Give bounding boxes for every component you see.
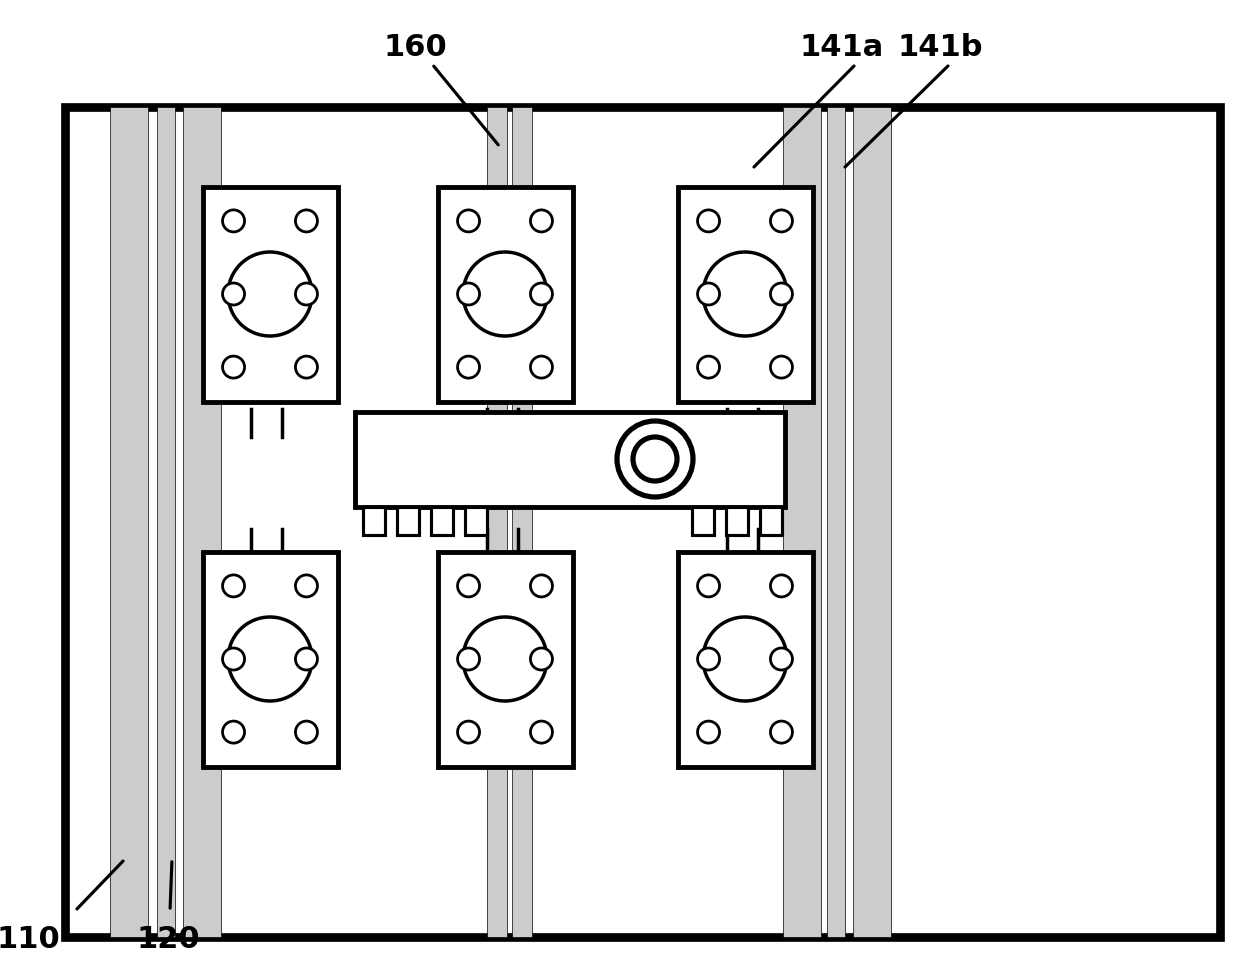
Ellipse shape <box>295 649 317 670</box>
Ellipse shape <box>632 438 677 482</box>
Ellipse shape <box>531 649 553 670</box>
Ellipse shape <box>698 211 719 233</box>
Ellipse shape <box>698 575 719 597</box>
Bar <box>110 107 148 937</box>
Bar <box>782 107 821 937</box>
Ellipse shape <box>458 721 480 743</box>
Ellipse shape <box>295 357 317 379</box>
Ellipse shape <box>222 649 244 670</box>
Bar <box>692 507 714 535</box>
Bar <box>678 552 813 767</box>
Bar <box>760 507 782 535</box>
Ellipse shape <box>698 649 719 670</box>
Ellipse shape <box>458 575 480 597</box>
Ellipse shape <box>698 357 719 379</box>
Ellipse shape <box>698 283 719 306</box>
Ellipse shape <box>770 211 792 233</box>
Bar <box>203 188 339 403</box>
Bar <box>678 188 813 403</box>
Bar <box>355 412 785 507</box>
Ellipse shape <box>222 575 244 597</box>
Ellipse shape <box>458 357 480 379</box>
Bar <box>157 107 175 937</box>
Ellipse shape <box>531 211 553 233</box>
Ellipse shape <box>222 721 244 743</box>
Ellipse shape <box>295 721 317 743</box>
Bar <box>487 107 507 937</box>
Ellipse shape <box>770 649 792 670</box>
Ellipse shape <box>222 357 244 379</box>
Ellipse shape <box>463 617 547 701</box>
Bar <box>438 188 573 403</box>
Ellipse shape <box>295 283 317 306</box>
Ellipse shape <box>698 721 719 743</box>
Ellipse shape <box>770 357 792 379</box>
Ellipse shape <box>770 283 792 306</box>
Ellipse shape <box>228 617 312 701</box>
Bar <box>363 507 384 535</box>
Bar <box>64 107 1220 937</box>
Bar <box>184 107 221 937</box>
Ellipse shape <box>531 721 553 743</box>
Ellipse shape <box>295 211 317 233</box>
Text: 160: 160 <box>383 33 446 63</box>
Bar <box>827 107 844 937</box>
Ellipse shape <box>222 211 244 233</box>
Ellipse shape <box>531 283 553 306</box>
Ellipse shape <box>458 649 480 670</box>
Bar <box>432 507 453 535</box>
Bar <box>203 552 339 767</box>
Text: 141a: 141a <box>800 33 884 63</box>
Ellipse shape <box>703 617 787 701</box>
Ellipse shape <box>618 421 693 497</box>
Ellipse shape <box>463 253 547 337</box>
Ellipse shape <box>531 575 553 597</box>
Ellipse shape <box>295 575 317 597</box>
Bar <box>397 507 419 535</box>
Ellipse shape <box>770 721 792 743</box>
Bar <box>438 552 573 767</box>
Ellipse shape <box>228 253 312 337</box>
Ellipse shape <box>703 253 787 337</box>
Ellipse shape <box>222 283 244 306</box>
Text: 141b: 141b <box>898 33 983 63</box>
Bar <box>853 107 892 937</box>
Ellipse shape <box>458 211 480 233</box>
Bar <box>725 507 748 535</box>
Text: 120: 120 <box>136 924 200 954</box>
Bar <box>465 507 487 535</box>
Text: 110: 110 <box>0 924 60 954</box>
Ellipse shape <box>458 283 480 306</box>
Ellipse shape <box>531 357 553 379</box>
Ellipse shape <box>770 575 792 597</box>
Bar <box>512 107 532 937</box>
